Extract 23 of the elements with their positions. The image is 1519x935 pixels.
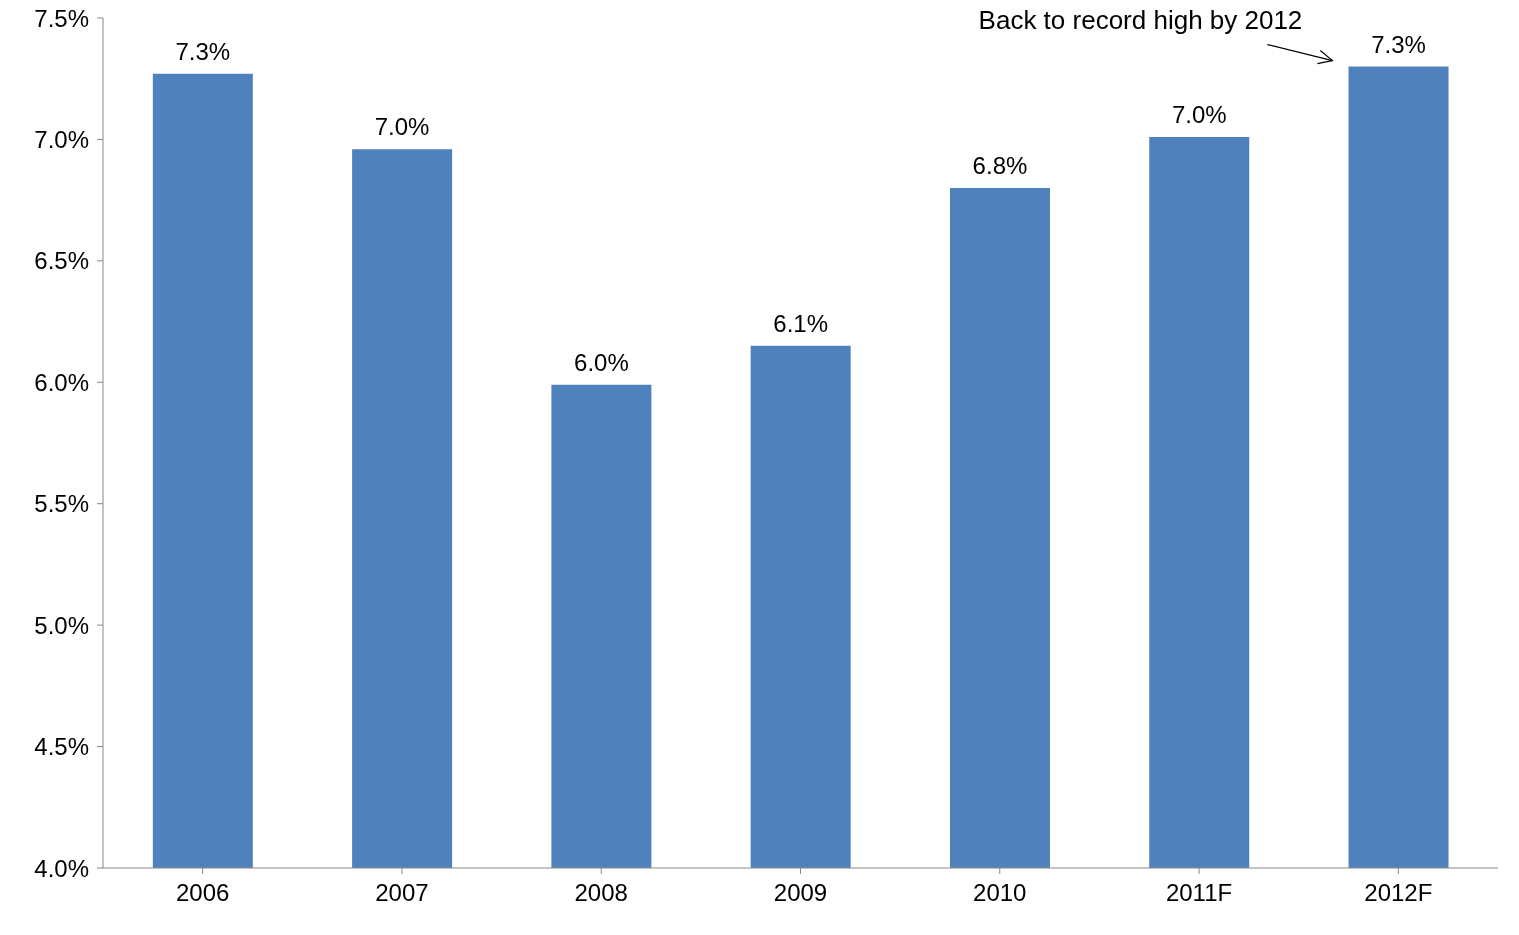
data-label: 7.3% [175,37,231,65]
data-label: 6.0% [574,348,629,376]
annotation: Back to record high by 2012 [978,4,1303,35]
data-label: 7.0% [1171,101,1227,128]
x-tick-label: 2011F [1165,879,1233,907]
y-tick-label: 4.0% [34,854,89,882]
x-tick-label: 2010 [973,879,1027,907]
y-tick-label: 5.5% [34,490,89,518]
x-tick-label: 2008 [574,879,628,907]
y-tick-label: 6.0% [34,368,89,396]
data-label: 7.3% [1371,30,1426,58]
y-tick-label: 5.0% [34,611,89,639]
y-tick-label: 7.0% [34,125,89,153]
data-label: 7.0% [374,113,430,141]
x-tick-label: 2009 [773,879,828,907]
data-label: 6.8% [972,152,1028,179]
data-label: 6.1% [773,309,829,337]
y-tick-label: 6.5% [34,247,89,275]
y-tick-label: 4.5% [34,733,89,761]
x-tick-label: 2006 [175,879,230,907]
x-tick-label: 2007 [375,879,429,907]
x-tick-label: 2012F [1364,879,1433,907]
y-tick-label: 7.5% [34,4,89,32]
